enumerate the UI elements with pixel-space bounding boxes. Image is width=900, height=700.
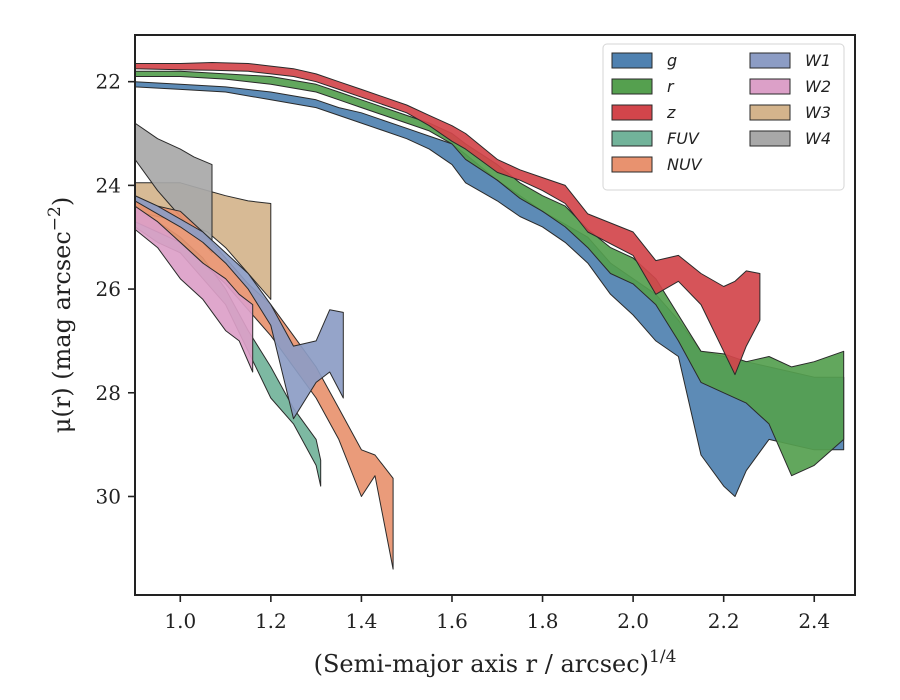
y-tick-label: 30 <box>96 484 121 508</box>
y-axis-label: μ(r) (mag arcsec−2) <box>45 197 76 433</box>
legend-swatch-w3 <box>749 104 791 121</box>
x-tick-label: 1.2 <box>255 609 287 633</box>
legend-label-nuv: NUV <box>667 155 703 174</box>
band-g <box>135 81 845 497</box>
y-axis: 22 24 26 28 30 <box>96 70 135 508</box>
legend-label-g: g <box>667 51 677 70</box>
legend-swatch-w1 <box>749 52 791 69</box>
legend-label-w4: W4 <box>805 129 831 148</box>
legend-swatch-w4 <box>749 130 791 147</box>
legend-swatch-r <box>611 78 653 95</box>
plot-frame <box>134 34 856 596</box>
legend-swatch-nuv <box>611 156 653 173</box>
legend-label-fuv: FUV <box>667 129 700 148</box>
legend-label-z: z <box>666 103 676 122</box>
legend-label-w1: W1 <box>805 51 831 70</box>
y-tick-label: 26 <box>96 277 121 301</box>
band-w1 <box>135 195 344 420</box>
x-tick-label: 2.0 <box>617 609 649 633</box>
x-axis: 1.0 1.2 1.4 1.6 1.8 2.0 2.2 2.4 <box>164 595 830 633</box>
legend-label-r: r <box>667 77 675 96</box>
y-tick-label: 28 <box>96 381 121 405</box>
x-tick-label: 2.4 <box>798 609 830 633</box>
profile-bands <box>135 62 845 570</box>
legend-label-w2: W2 <box>805 77 831 96</box>
x-tick-label: 1.6 <box>436 609 468 633</box>
legend-swatch-g <box>611 52 653 69</box>
legend-swatch-fuv <box>611 130 653 147</box>
band-z <box>135 62 761 376</box>
legend-swatch-w2 <box>749 78 791 95</box>
band-w2 <box>135 205 254 373</box>
x-tick-label: 1.4 <box>346 609 378 633</box>
legend-swatch-z <box>611 104 653 121</box>
legend: grz FUV NUV W1 W2 W3 W4 <box>602 43 845 191</box>
legend-label-w3: W3 <box>805 103 831 122</box>
x-tick-label: 1.0 <box>164 609 196 633</box>
y-tick-label: 22 <box>96 70 121 94</box>
x-axis-label: (Semi-major axis r / arcsec)1/4 <box>314 647 677 678</box>
x-tick-label: 2.2 <box>708 609 740 633</box>
y-tick-label: 24 <box>96 173 121 197</box>
x-tick-label: 1.8 <box>527 609 559 633</box>
